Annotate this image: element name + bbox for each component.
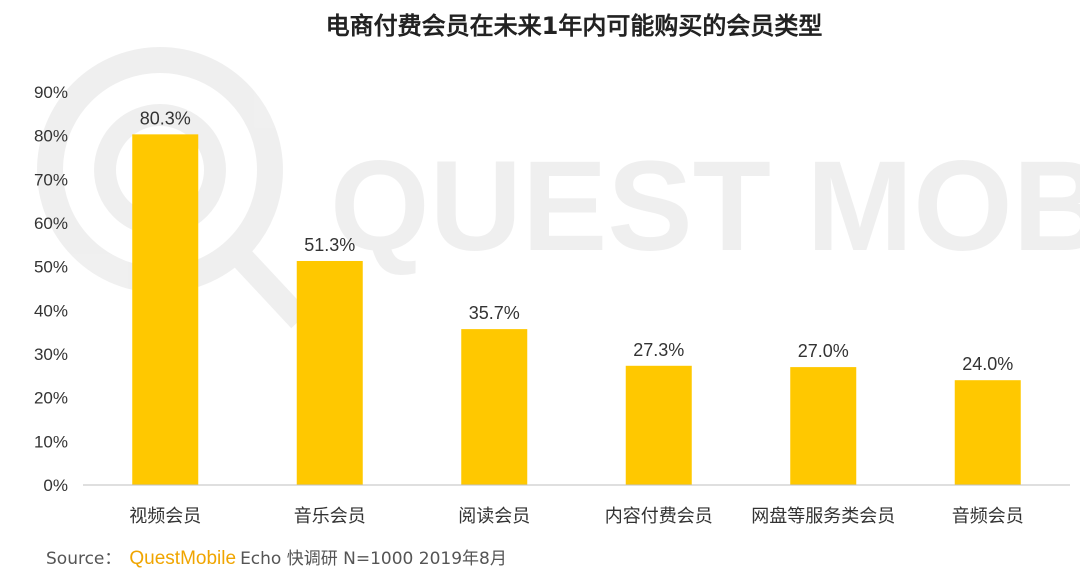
y-tick-label: 40% [34,301,68,320]
y-axis: 0% 10% 20% 30% 40% 50% 60% 70% 80% 90% [34,83,68,495]
source-brand: QuestMobile [129,548,237,569]
data-label: 51.3% [304,235,355,255]
questmobile-watermark: QUEST MOBILE [37,47,1080,329]
category-label: 阅读会员 [458,506,530,527]
source-label: Source： [46,549,122,569]
watermark-text: QUEST MOBILE [330,135,1080,278]
source-details: Echo 快调研 N=1000 2019年8月 [240,549,507,569]
data-label: 27.0% [798,341,849,361]
bar [790,367,857,485]
chart-title: 电商付费会员在未来1年内可能购买的会员类型 [326,12,823,40]
y-tick-label: 0% [43,476,68,495]
category-label: 音乐会员 [294,506,366,527]
category-label: 音频会员 [952,506,1024,527]
y-tick-label: 50% [34,258,68,277]
y-tick-label: 10% [34,432,68,451]
category-label: 网盘等服务类会员 [751,506,895,527]
y-tick-label: 90% [34,83,68,102]
bar [132,134,199,485]
data-label: 27.3% [633,340,684,360]
source-note: Source： QuestMobile Echo 快调研 N=1000 2019年8… [46,544,507,570]
bar [954,380,1021,485]
y-tick-label: 30% [34,345,68,364]
bars: 80.3% 51.3% 35.7% 27.3% 27.0% 24.0% [132,108,1021,485]
x-axis: 视频会员 音乐会员 阅读会员 内容付费会员 网盘等服务类会员 音频会员 [83,484,1070,527]
data-label: 24.0% [962,354,1013,374]
y-tick-label: 60% [34,214,68,233]
category-label: 视频会员 [129,506,201,527]
bar [461,329,528,485]
y-tick-label: 80% [34,127,68,146]
category-label: 内容付费会员 [605,506,713,527]
data-label: 80.3% [140,108,191,128]
bar [296,260,363,485]
y-tick-label: 70% [34,170,68,189]
y-tick-label: 20% [34,389,68,408]
bar [625,365,692,485]
data-label: 35.7% [469,303,520,323]
